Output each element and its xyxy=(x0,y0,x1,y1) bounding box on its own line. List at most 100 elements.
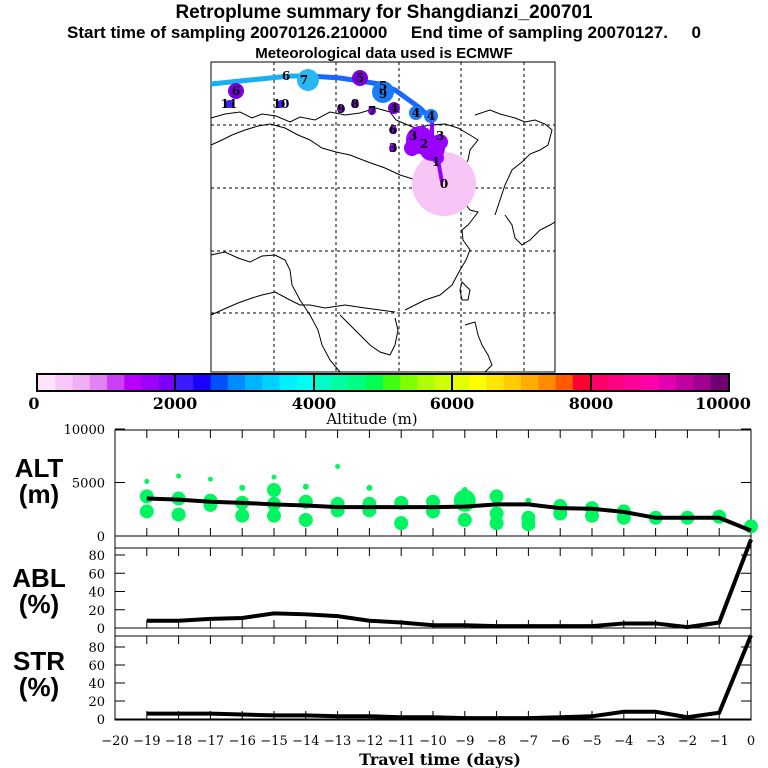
x-tick-label: −4 xyxy=(614,734,633,749)
x-axis-label: Travel time (days) xyxy=(359,750,521,768)
alt-unit: (m) xyxy=(18,479,60,509)
colorbar-tick-label: 8000 xyxy=(569,394,614,413)
colorbar-swatch xyxy=(210,375,229,390)
colorbar-swatch xyxy=(89,375,108,390)
alt-cluster-dot xyxy=(139,489,154,504)
abl-label: ABL xyxy=(12,563,66,593)
colorbar-tick-label: 6000 xyxy=(430,394,475,413)
colorbar-swatch xyxy=(555,375,574,390)
str-ytick-label: 0 xyxy=(97,713,105,728)
colorbar-swatch xyxy=(193,375,212,390)
x-tick-label: −11 xyxy=(387,734,414,749)
x-tick-label: −7 xyxy=(519,734,538,749)
x-tick-label: −5 xyxy=(582,734,601,749)
trajectory-label: 3 xyxy=(409,129,417,143)
cluster-6-circle xyxy=(228,83,244,99)
trajectory-label: 10 xyxy=(273,97,290,111)
abl-series-line xyxy=(146,538,753,630)
trajectory-label: 5 xyxy=(356,71,364,85)
colorbar-swatch xyxy=(452,375,470,390)
cluster-3b-circle xyxy=(389,144,397,152)
abl-panel-label: ABL (%) xyxy=(0,565,79,617)
trajectory-label: 2 xyxy=(420,137,428,151)
x-tick-label: −20 xyxy=(101,734,128,749)
colorbar-swatch xyxy=(383,375,401,390)
trajectory-label: 5 xyxy=(379,79,387,93)
trajectory-label: 4 xyxy=(390,101,398,115)
colorbar-label: Altitude (m) xyxy=(325,410,417,428)
trajectory-label: 0 xyxy=(440,177,448,191)
colorbar-swatch xyxy=(279,375,298,390)
map-frame xyxy=(210,61,556,373)
str-panel-label: STR (%) xyxy=(0,648,79,700)
colorbar-swatch xyxy=(38,375,56,390)
cluster-6b-circle xyxy=(389,126,397,134)
x-tick-label: 0 xyxy=(747,734,755,749)
alt-cluster-dot xyxy=(525,497,532,504)
altitude-colorbar xyxy=(38,375,729,390)
colorbar-tick-label: 2000 xyxy=(153,394,198,413)
trajectory-label: 9 xyxy=(379,87,387,101)
x-tick-label: −18 xyxy=(165,734,192,749)
colorbar-swatch xyxy=(710,375,729,390)
colorbar-swatch xyxy=(296,375,315,390)
colorbar-swatch xyxy=(348,375,367,390)
alt-cluster-dot xyxy=(585,508,599,523)
coastlines xyxy=(210,107,556,373)
colorbar-swatch xyxy=(503,375,522,390)
x-tick-label: −2 xyxy=(678,734,697,749)
colorbar-swatch xyxy=(607,375,626,390)
colorbar-swatch xyxy=(314,375,332,390)
alt-cluster-dot xyxy=(489,506,504,521)
alt-cluster-dot xyxy=(489,489,504,504)
abl-ytick-label: 80 xyxy=(88,549,105,564)
alt-series-line xyxy=(146,496,752,533)
colorbar-swatch xyxy=(72,375,91,390)
colorbar-swatch xyxy=(590,375,608,390)
alt-cluster-dot xyxy=(489,516,504,531)
map-gridlines xyxy=(211,62,555,372)
x-tick-label: −8 xyxy=(487,734,506,749)
trajectory-label: 6 xyxy=(232,84,240,98)
cluster-11-circle xyxy=(225,100,233,108)
chart-title: Retroplume summary for Shangdianzi_20070… xyxy=(175,2,593,23)
colorbar-swatch xyxy=(107,375,125,390)
alt-cluster-dot xyxy=(176,473,182,479)
alt-panel-label: ALT (m) xyxy=(0,455,79,507)
cluster-blob xyxy=(432,134,448,150)
trajectory-label: 1 xyxy=(432,155,440,169)
trajectory-label: 7 xyxy=(300,73,308,87)
x-tick-label: −19 xyxy=(133,734,160,749)
plume-layer: 0 1 2 3 3 3 4 4 4 5 5 6 6 6 7 7 8 9 9 10… xyxy=(210,69,476,216)
x-tick-label: −15 xyxy=(260,734,287,749)
alt-ytick-label: 5000 xyxy=(72,477,105,492)
colorbar-tick-label: 10000 xyxy=(695,394,751,413)
colorbar-swatch xyxy=(486,375,505,390)
str-label: STR xyxy=(13,646,65,676)
str-ytick-label: 40 xyxy=(88,677,105,692)
alt-label: ALT xyxy=(14,453,64,483)
alt-cluster-dot xyxy=(239,484,246,491)
x-tick-label: −10 xyxy=(419,734,446,749)
colorbar-tick-label: 4000 xyxy=(292,394,337,413)
colorbar-swatch xyxy=(262,375,281,390)
str-ytick-label: 80 xyxy=(88,641,105,656)
x-tick-label: −14 xyxy=(292,734,319,749)
abl-unit: (%) xyxy=(18,589,60,619)
colorbar-swatch xyxy=(693,375,712,390)
cluster-5-blue-circle xyxy=(372,81,394,103)
cluster-6-high-circle xyxy=(297,69,319,91)
abl-ytick-label: 0 xyxy=(97,622,105,637)
colorbar-swatch xyxy=(158,375,177,390)
alt-cluster-dot xyxy=(521,517,536,532)
colorbar-swatch xyxy=(434,375,453,390)
colorbar-swatch xyxy=(521,375,539,390)
abl-ytick-label: 60 xyxy=(88,567,105,582)
str-panel-frame xyxy=(114,635,752,721)
colorbar-swatch xyxy=(659,375,677,390)
colorbar-swatch xyxy=(365,375,384,390)
cluster-blob xyxy=(432,152,444,164)
colorbar-swatch xyxy=(55,375,74,390)
